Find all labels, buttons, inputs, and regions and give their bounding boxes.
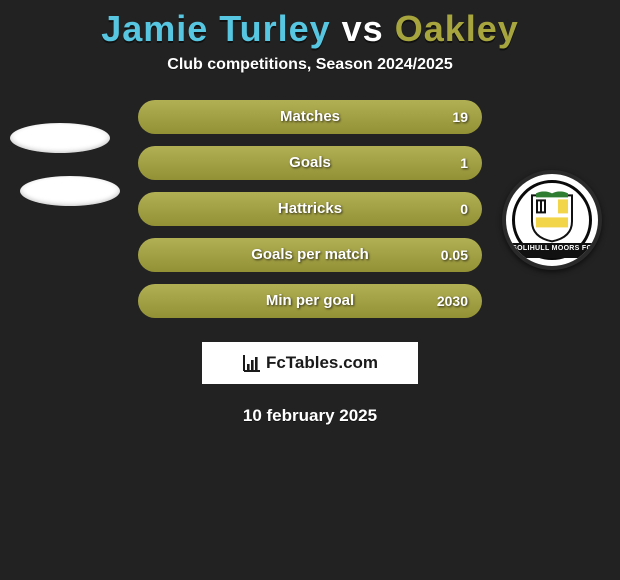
stat-bar-track [138, 146, 482, 180]
stat-row: Goals per match0.05 [0, 238, 620, 284]
stat-value-right: 19 [452, 100, 468, 134]
stat-row: Hattricks0 [0, 192, 620, 238]
stats-container: Matches19Goals1Hattricks0Goals per match… [0, 100, 620, 330]
fctables-text: FcTables.com [266, 353, 378, 373]
fctables-attribution: FcTables.com [202, 342, 418, 384]
stat-value-right: 2030 [437, 284, 468, 318]
date-text: 10 february 2025 [0, 406, 620, 426]
stat-value-right: 0.05 [441, 238, 468, 272]
stat-bar-track [138, 284, 482, 318]
stat-row: Min per goal2030 [0, 284, 620, 330]
stat-value-right: 0 [460, 192, 468, 226]
stat-bar-right [138, 238, 482, 272]
stat-bar-right [138, 284, 482, 318]
stat-row: Goals1 [0, 146, 620, 192]
stat-bar-right [138, 192, 482, 226]
stat-bar-track [138, 238, 482, 272]
player2-name: Oakley [395, 8, 519, 49]
player1-name: Jamie Turley [101, 8, 330, 49]
comparison-title: Jamie Turley vs Oakley [0, 0, 620, 56]
stat-row: Matches19 [0, 100, 620, 146]
bar-chart-icon [242, 353, 262, 373]
stat-bar-track [138, 100, 482, 134]
subtitle: Club competitions, Season 2024/2025 [0, 56, 620, 74]
vs-text: vs [342, 8, 384, 49]
stat-value-right: 1 [460, 146, 468, 180]
stat-bar-right [138, 100, 482, 134]
stat-bar-right [138, 146, 482, 180]
stat-bar-track [138, 192, 482, 226]
